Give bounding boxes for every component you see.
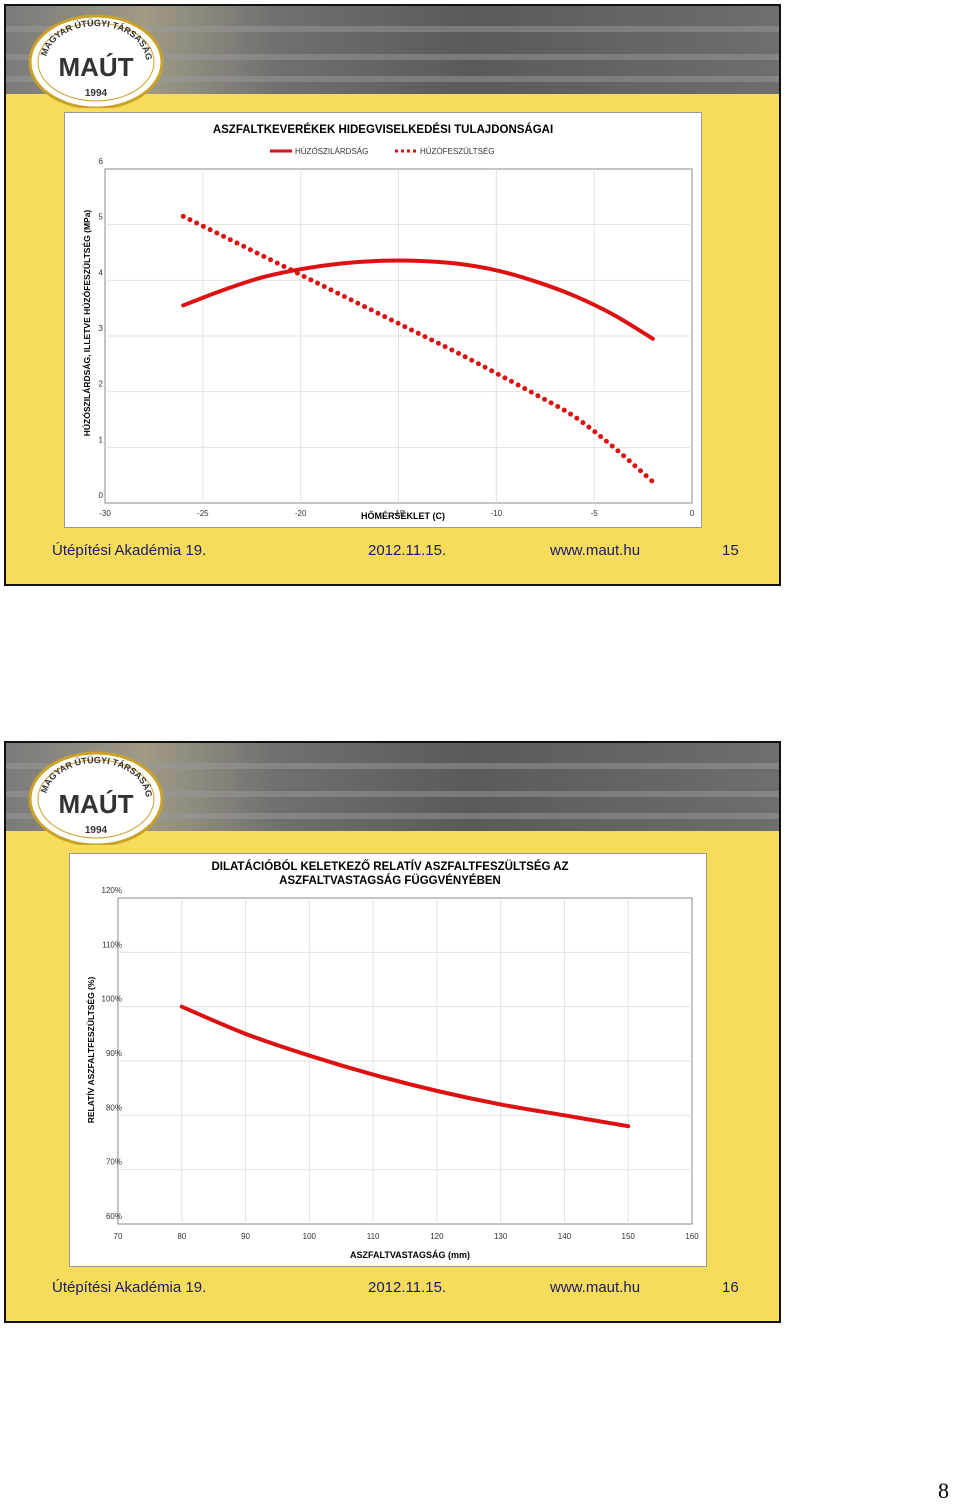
chart-cold-behaviour: ASZFALTKEVERÉKEK HIDEGVISELKEDÉSI TULAJD… [64,112,702,528]
chart2-xlabel: ASZFALTVASTAGSÁG (mm) [350,1250,470,1260]
logo-year: 1994 [85,88,108,99]
maut-logo: MAGYAR ÚTÜGYI TÁRSASÁG MAÚT 1994 [26,10,166,108]
c1-y-tick-label: 1 [99,435,104,444]
c1-y-tick-label: 5 [99,213,104,222]
c2-x-tick-label: 70 [114,1232,123,1241]
chart1-legend: HÚZÓSZILÁRDSÁG HÚZÓFESZÜLTSÉG [270,147,495,156]
c2-y-tick-label: 70% [106,1158,122,1167]
c2-y-tick-label: 110% [102,940,122,949]
c2-y-tick-label: 60% [106,1212,122,1221]
footer-url[interactable]: www.maut.hu [550,542,640,559]
logo-name: MAÚT [58,789,133,819]
c2-x-tick-label: 80 [177,1232,186,1241]
c1-x-tick-label: 0 [690,509,695,518]
document-page-number: 8 [938,1478,949,1504]
chart1-svg: ASZFALTKEVERÉKEK HIDEGVISELKEDÉSI TULAJD… [65,113,701,527]
slide-15: MAGYAR ÚTÜGYI TÁRSASÁG MAÚT 1994 ASZFALT… [4,4,781,586]
c1-y-tick-label: 3 [99,324,104,333]
chart1-ylabel: HÚZÓSZILÁRDSÁG, ILLETVE HÚZÓFESZÜLTSÉG (… [81,210,92,437]
c2-x-tick-label: 90 [241,1232,250,1241]
chart2-svg: DILATÁCIÓBÓL KELETKEZŐ RELATÍV ASZFALTFE… [70,854,706,1266]
c2-y-tick-label: 120% [102,886,122,895]
c2-y-tick-label: 80% [106,1103,122,1112]
c1-y-tick-label: 0 [99,491,104,500]
c2-x-tick-label: 140 [558,1232,572,1241]
c2-x-tick-label: 100 [303,1232,317,1241]
c1-y-tick-label: 6 [99,157,104,166]
footer-date: 2012.11.15. [368,542,446,559]
c1-y-tick-label: 4 [99,268,104,277]
chart2-ylabel: RELATÍV ASZFALTFESZÜLTSÉG (%) [86,977,96,1124]
legend-strength: HÚZÓSZILÁRDSÁG [295,147,368,156]
footer-date: 2012.11.15. [368,1279,446,1296]
legend-stress: HÚZÓFESZÜLTSÉG [420,147,495,156]
maut-logo: MAGYAR ÚTÜGYI TÁRSASÁG MAÚT 1994 [26,747,166,845]
c2-x-tick-label: 150 [622,1232,636,1241]
c2-y-tick-label: 100% [102,995,122,1004]
footer-slide-number: 15 [722,542,739,559]
c1-x-tick-label: -5 [591,509,599,518]
c2-x-tick-label: 160 [685,1232,699,1241]
c1-y-tick-label: 2 [99,380,104,389]
chart1-xlabel: HŐMÉRSÉKLET (C) [361,510,445,521]
slide-16: MAGYAR ÚTÜGYI TÁRSASÁG MAÚT 1994 DILATÁC… [4,741,781,1323]
c2-x-tick-label: 130 [494,1232,508,1241]
footer-event: Útépítési Akadémia 19. [52,1279,206,1296]
c2-x-tick-label: 110 [367,1232,380,1241]
c2-x-tick-label: 120 [430,1232,444,1241]
c1-x-tick-label: -30 [99,509,111,518]
c2-y-tick-label: 90% [106,1049,122,1058]
logo-name: MAÚT [58,52,133,82]
chart1-title: ASZFALTKEVERÉKEK HIDEGVISELKEDÉSI TULAJD… [213,123,553,136]
footer-event: Útépítési Akadémia 19. [52,542,206,559]
c1-x-tick-label: -10 [491,509,503,518]
footer-slide-number: 16 [722,1279,739,1296]
chart2-title: DILATÁCIÓBÓL KELETKEZŐ RELATÍV ASZFALTFE… [211,860,568,887]
footer-url[interactable]: www.maut.hu [550,1279,640,1296]
c1-x-tick-label: -25 [197,509,209,518]
chart-relative-stress: DILATÁCIÓBÓL KELETKEZŐ RELATÍV ASZFALTFE… [69,853,707,1267]
c1-x-tick-label: -20 [295,509,307,518]
logo-year: 1994 [85,825,108,836]
